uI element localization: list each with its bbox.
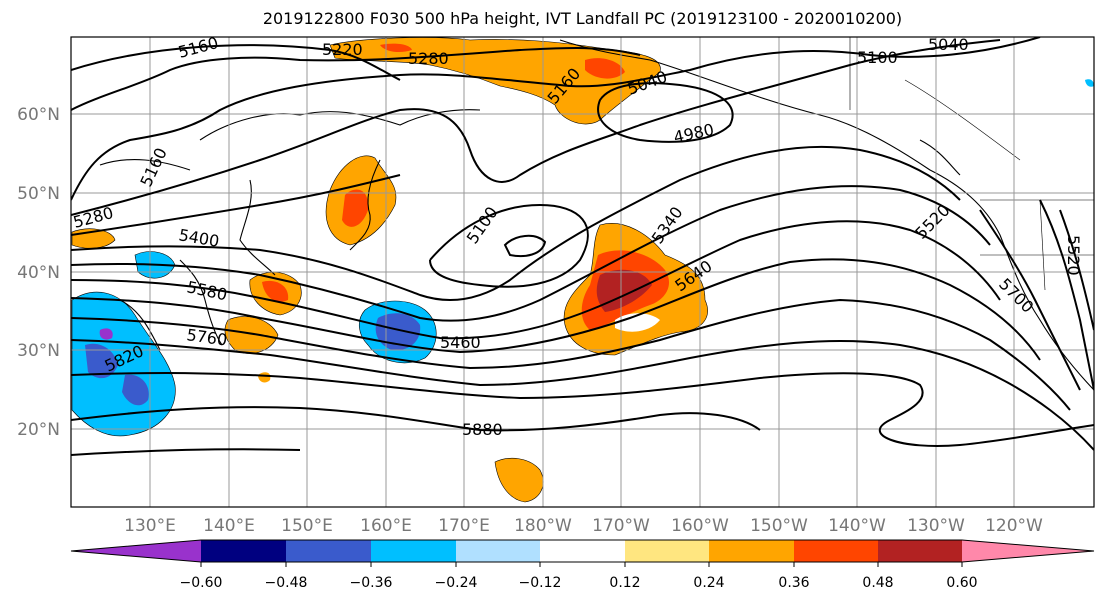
colorbar-segment	[709, 540, 794, 562]
lon-label: 160°W	[671, 516, 729, 536]
lon-label: 140°E	[203, 516, 255, 536]
height-contours	[71, 37, 1094, 456]
longitude-labels: 130°E 140°E 150°E 160°E 170°E 180°W 170°…	[124, 516, 1043, 536]
colorbar-tick-label: 0.24	[693, 575, 724, 591]
contour-label: 5880	[462, 420, 503, 439]
colorbar-segment	[71, 540, 201, 562]
contour-label: 5040	[928, 35, 969, 54]
colorbar-tick-label: 0.48	[862, 575, 893, 591]
lon-label: 180°W	[514, 516, 572, 536]
colorbar-segment	[794, 540, 878, 562]
gridlines	[71, 37, 1094, 507]
lat-label: 50°N	[17, 184, 60, 204]
contour-label: 5280	[408, 49, 449, 68]
lon-label: 130°E	[124, 516, 176, 536]
colorbar-tick-labels: −0.60 −0.48 −0.36 −0.24 −0.12 0.12 0.24 …	[180, 575, 978, 591]
colorbar-segment	[625, 540, 709, 562]
lon-label: 150°E	[281, 516, 333, 536]
colorbar-tick-label: −0.24	[435, 575, 478, 591]
colorbar-segment	[540, 540, 625, 562]
lon-label: 170°W	[592, 516, 650, 536]
plot-frame	[70, 36, 1095, 508]
contour-label: 5100	[857, 48, 898, 67]
colorbar-tick-label: −0.60	[180, 575, 223, 591]
lon-label: 150°W	[750, 516, 808, 536]
lat-label: 20°N	[17, 420, 60, 440]
colorbar-tick-label: 0.36	[778, 575, 809, 591]
colorbar-segment	[962, 540, 1094, 562]
lon-label: 140°W	[828, 516, 886, 536]
lon-label: 160°E	[360, 516, 412, 536]
latitude-labels: 60°N 50°N 40°N 30°N 20°N	[17, 105, 60, 440]
contour-label: 5460	[440, 333, 481, 352]
colorbar-segment	[878, 540, 962, 562]
colorbar-tick-label: 0.12	[609, 575, 640, 591]
colorbar-segment	[201, 540, 286, 562]
lat-label: 60°N	[17, 105, 60, 125]
colorbar-tick-label: −0.36	[350, 575, 393, 591]
lon-label: 130°W	[907, 516, 965, 536]
lat-label: 30°N	[17, 341, 60, 361]
lon-label: 170°E	[438, 516, 490, 536]
contour-label: 5520	[1064, 235, 1083, 276]
map-title: 2019122800 F030 500 hPa height, IVT Land…	[262, 9, 903, 28]
colorbar-tick-label: −0.12	[519, 575, 562, 591]
colorbar-segment	[456, 540, 540, 562]
lon-label: 120°W	[985, 516, 1043, 536]
colorbar-segment	[286, 540, 371, 562]
lat-label: 40°N	[17, 263, 60, 283]
colorbar-tick-label: 0.60	[946, 575, 977, 591]
contour-label: 5220	[322, 40, 363, 59]
colorbar-tick-label: −0.48	[265, 575, 308, 591]
colorbar: −0.60 −0.48 −0.36 −0.24 −0.12 0.12 0.24 …	[70, 539, 1095, 591]
colorbar-segment	[371, 540, 456, 562]
